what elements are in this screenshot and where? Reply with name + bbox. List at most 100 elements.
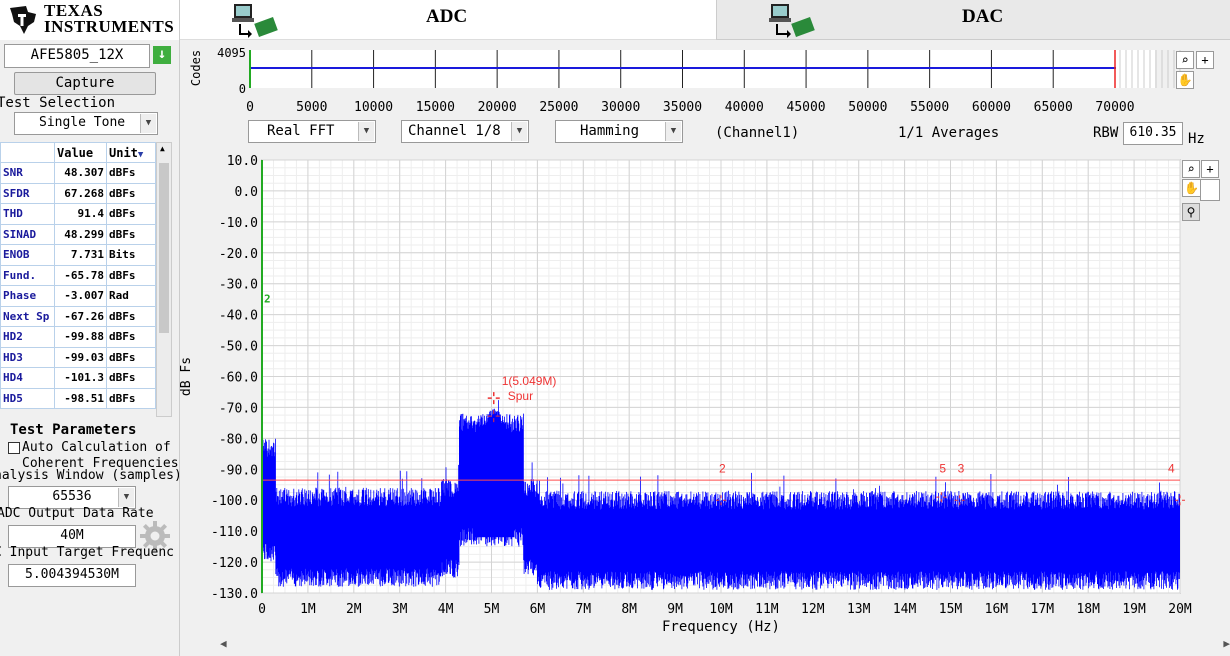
tool-panel [1200, 179, 1220, 201]
y-tick-label: -80.0 [219, 432, 258, 447]
marker-label: 4 [1168, 461, 1175, 475]
mini-x-tick: 60000 [972, 100, 1011, 115]
mini-x-tick: 25000 [539, 100, 578, 115]
metric-value: -99.03 [54, 346, 107, 368]
zoom-region-icon[interactable]: ⚲ [1182, 203, 1200, 221]
fft-plot: 0 1M 2M 3M 4M 5M 6M 7M 8M 9M 10M 11M 12M 13M 14M 15M 16M… [179, 145, 1230, 656]
marker-crosshair [716, 495, 726, 506]
col-header-unit: Unit▼ [106, 142, 156, 163]
col-header-value: Value [54, 142, 107, 163]
cursor-cross-icon[interactable]: + [1201, 160, 1219, 178]
x-tick-label: 13M [847, 602, 871, 617]
mini-x-tick: 35000 [663, 100, 702, 115]
analysis-window-value: 65536 [52, 489, 92, 504]
table-row[interactable]: Fund. -65.78 dBFs [0, 264, 156, 286]
table-row[interactable]: HD2 -99.88 dBFs [0, 326, 156, 348]
ti-logo: Texas Instruments [0, 0, 180, 40]
tab-adc[interactable]: ADC [180, 0, 716, 40]
table-row[interactable]: SNR 48.307 dBFs [0, 162, 156, 184]
mini-x-tick: 30000 [601, 100, 640, 115]
table-row[interactable]: ENOB 7.731 Bits [0, 244, 156, 266]
metric-value: -98.51 [54, 387, 107, 409]
mini-x-tick: 70000 [1095, 100, 1134, 115]
table-row[interactable]: Next Sp -67.26 dBFs [0, 305, 156, 327]
marker-sublabel: Spur [508, 389, 533, 403]
chevron-down-icon: ▼ [511, 122, 527, 141]
metric-unit: dBFs [106, 326, 156, 348]
scroll-right-icon[interactable]: ▶ [1223, 637, 1230, 650]
marker-label: 2 [719, 461, 726, 475]
test-selection-value: Single Tone [39, 115, 126, 130]
device-select[interactable]: AFE5805_12X [4, 44, 150, 68]
fft-series [262, 400, 1180, 590]
pc-board-generate-icon [769, 4, 815, 38]
y-tick-label: -50.0 [219, 340, 258, 355]
input-freq-input[interactable]: 5.004394530M [8, 564, 136, 587]
x-tick-label: 18M [1076, 602, 1100, 617]
scroll-thumb[interactable] [159, 163, 169, 333]
tab-dac[interactable]: DAC [716, 0, 1230, 40]
metric-unit: dBFs [106, 223, 156, 245]
x-tick-label: 12M [801, 602, 825, 617]
download-arrow-icon[interactable]: ↓ [153, 46, 171, 64]
fft-type-dropdown[interactable]: Real FFT ▼ [248, 120, 376, 143]
mini-x-tick: 10000 [354, 100, 393, 115]
channel-dropdown[interactable]: Channel 1/8 ▼ [401, 120, 529, 143]
zoom-icon[interactable]: ⌕ [1182, 160, 1200, 178]
table-row[interactable]: HD4 -101.3 dBFs [0, 367, 156, 389]
fft-type-value: Real FFT [267, 123, 335, 139]
x-tick-label: 7M [575, 602, 591, 617]
metric-name: Phase [0, 285, 55, 307]
pan-hand-icon[interactable]: ✋ [1176, 71, 1194, 89]
table-row[interactable]: Phase -3.007 Rad [0, 285, 156, 307]
test-selection-dropdown[interactable]: Single Tone ▼ [14, 112, 158, 135]
scroll-up-icon[interactable]: ▲ [160, 144, 165, 153]
table-row[interactable]: HD3 -99.03 dBFs [0, 346, 156, 368]
y-tick-label: -40.0 [219, 309, 258, 324]
metric-unit: dBFs [106, 203, 156, 225]
y-tick-label: 0.0 [235, 185, 258, 200]
metric-name: THD [0, 203, 55, 225]
pc-board-capture-icon [232, 4, 278, 38]
marker-crosshair [487, 392, 500, 405]
x-tick-label: 10M [709, 602, 733, 617]
x-tick-label: 1M [300, 602, 316, 617]
metric-unit: dBFs [106, 182, 156, 204]
horizontal-scrollbar[interactable]: ◀ ▶ [220, 637, 1230, 653]
auto-calc-checkbox[interactable] [8, 442, 20, 454]
marker-label: 5 [939, 461, 946, 475]
fft-svg: 0 1M 2M 3M 4M 5M 6M 7M 8M 9M 10M 11M 12M 13M 14M 15M 16M… [179, 154, 1192, 635]
mini-x-tick: 55000 [910, 100, 949, 115]
scroll-left-icon[interactable]: ◀ [220, 637, 227, 650]
x-tick-label: 3M [392, 602, 408, 617]
y-tick-label: 10.0 [227, 154, 258, 169]
table-row[interactable]: HD5 -98.51 dBFs [0, 387, 156, 409]
metric-unit: dBFs [106, 367, 156, 389]
output-rate-value: 40M [60, 528, 84, 543]
time-domain-plot: Codes 0 5000 10000 15000 20000 25000 30000 3500… [180, 40, 1230, 115]
window-dropdown[interactable]: Hamming ▼ [555, 120, 683, 143]
table-row[interactable]: SINAD 48.299 dBFs [0, 223, 156, 245]
metrics-scrollbar[interactable]: ▲ [156, 142, 172, 417]
metric-unit: dBFs [106, 162, 156, 184]
metric-name: HD4 [0, 367, 55, 389]
table-row[interactable]: SFDR 67.268 dBFs [0, 182, 156, 204]
capture-button[interactable]: Capture [14, 72, 156, 95]
rbw-value-field: 610.35 [1123, 122, 1183, 145]
gear-icon[interactable] [139, 520, 171, 552]
pan-hand-icon[interactable]: ✋ [1182, 179, 1200, 197]
marker-label: 3 [958, 461, 965, 475]
table-row[interactable]: THD 91.4 dBFs [0, 203, 156, 225]
y-tick-label: -20.0 [219, 247, 258, 262]
cursor-cross-icon[interactable]: + [1196, 51, 1214, 69]
analysis-window-dropdown[interactable]: 65536 ▼ [8, 486, 136, 509]
output-rate-input[interactable]: 40M [8, 525, 136, 548]
metric-value: -101.3 [54, 367, 107, 389]
chevron-down-icon: ▼ [140, 114, 156, 133]
metric-value: 91.4 [54, 203, 107, 225]
x-tick-label: 5M [484, 602, 500, 617]
zoom-icon[interactable]: ⌕ [1176, 51, 1194, 69]
x-tick-label: 11M [755, 602, 779, 617]
col-header-name [0, 142, 55, 163]
mini-y-tick: 0 [239, 82, 246, 96]
